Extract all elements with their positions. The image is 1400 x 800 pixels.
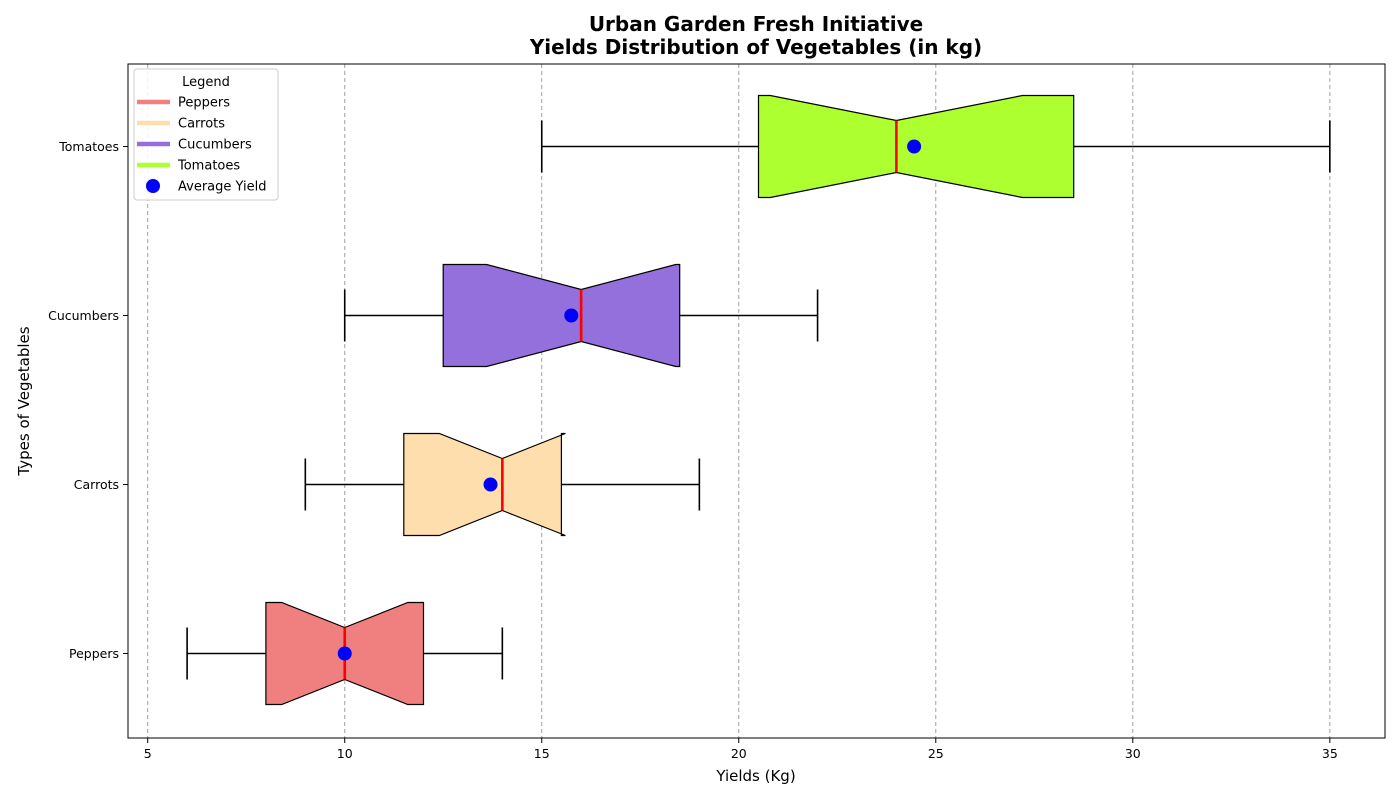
chart-title-line1: Urban Garden Fresh Initiative — [589, 12, 923, 36]
y-tick-label-tomatoes: Tomatoes — [58, 139, 119, 154]
x-tick-label: 30 — [1125, 746, 1141, 761]
y-tick-label-peppers: Peppers — [69, 646, 119, 661]
average-marker-peppers — [337, 646, 352, 661]
x-axis-label: Yields (Kg) — [715, 767, 795, 785]
legend-label-peppers: Peppers — [178, 96, 230, 111]
x-tick-label: 15 — [534, 746, 550, 761]
y-tick-label-cucumbers: Cucumbers — [48, 308, 119, 323]
x-tick-label: 10 — [337, 746, 353, 761]
x-tick-label: 5 — [144, 746, 152, 761]
average-marker-cucumbers — [564, 308, 579, 323]
plot-frame — [127, 63, 1386, 739]
chart-title-line2: Yields Distribution of Vegetables (in kg… — [529, 35, 982, 59]
legend-title: Legend — [182, 75, 230, 90]
average-marker-tomatoes — [907, 139, 922, 154]
y-axis-label: Types of Vegetables — [15, 326, 33, 476]
x-tick-label: 25 — [928, 746, 944, 761]
x-tick-label: 20 — [731, 746, 747, 761]
legend: Legend Peppers Carrots Cucumbers Tomatoes Av… — [133, 68, 279, 201]
legend-label-tomatoes: Tomatoes — [177, 159, 240, 174]
legend-label-average-yield: Average Yield — [178, 180, 266, 195]
y-tick-label-carrots: Carrots — [74, 477, 119, 492]
legend-average-marker — [146, 179, 160, 193]
x-tick-label: 35 — [1322, 746, 1338, 761]
axes: 5 10 15 20 25 30 35 Peppers Carrots Cucumbers Toma… — [48, 139, 1338, 761]
plot-area — [186, 94, 1331, 706]
legend-label-carrots: Carrots — [178, 117, 225, 132]
legend-label-cucumbers: Cucumbers — [178, 138, 252, 153]
box-cucumbers — [442, 263, 681, 368]
average-marker-carrots — [483, 477, 498, 492]
